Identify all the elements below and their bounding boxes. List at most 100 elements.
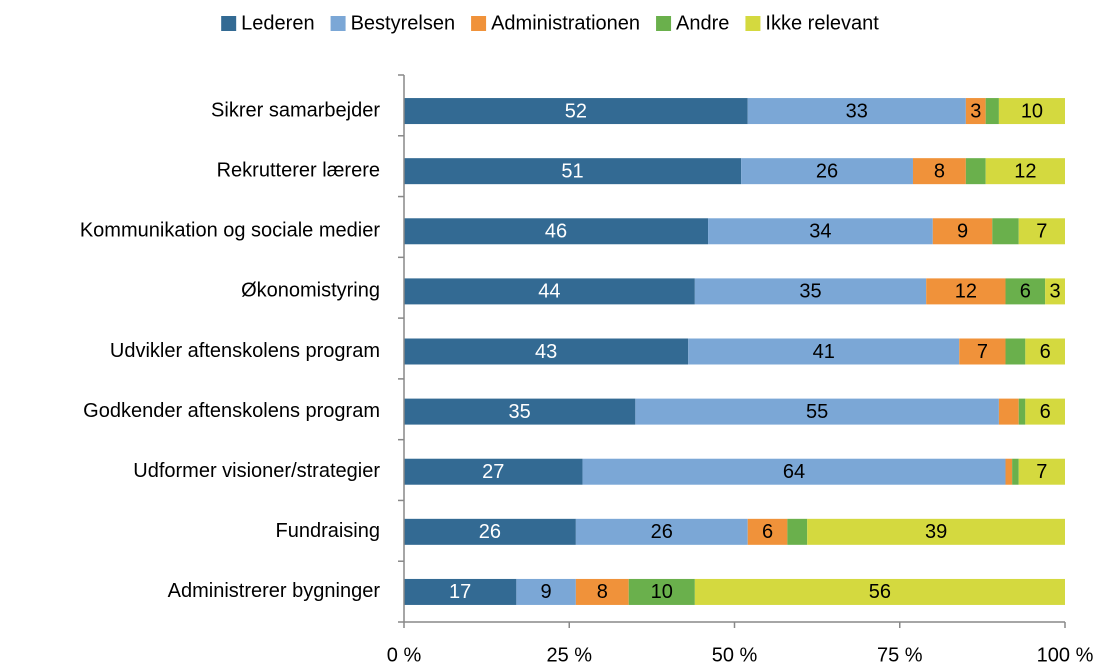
legend-swatch [330,16,346,31]
bar-segment [959,338,1006,365]
bar-segment [985,98,999,125]
bar-segment [926,278,1006,305]
bar-segment [516,578,576,605]
data-label: 52 [565,100,587,122]
data-label: 7 [977,341,988,363]
data-label: 27 [482,461,504,483]
bar-segment [404,278,695,305]
data-label: 44 [538,281,560,303]
data-label: 43 [535,341,557,363]
legend-label: Ikke relevant [765,12,879,34]
bar-segment [747,98,966,125]
legend-swatch [471,16,487,31]
data-label: 6 [1040,401,1051,423]
x-tick-label: 100 % [1037,644,1094,666]
bar-segment [708,218,933,245]
bar-segment [582,458,1006,485]
bar-segment [1025,398,1065,425]
data-label: 8 [597,581,608,603]
bar-segment [694,578,1065,605]
data-label: 39 [925,521,947,543]
bar-segment [404,518,576,545]
category-label: Godkender aftenskolens program [83,400,380,422]
bar-segment [1018,458,1065,485]
data-label: 7 [1036,221,1047,243]
data-label: 3 [1050,281,1061,303]
bar-segment [404,398,636,425]
category-label: Udvikler aftenskolens program [110,340,380,362]
bar-segment [635,398,999,425]
data-label: 12 [955,281,977,303]
bar-segment [992,218,1019,245]
category-label: Rekrutterer lærere [217,159,380,181]
x-tick-label: 0 % [387,644,422,666]
bar-segment [787,518,808,545]
bar-segment [1018,218,1065,245]
bar-segment [1025,338,1065,365]
data-label: 12 [1014,160,1036,182]
data-label: 41 [813,341,835,363]
bar-segment [747,518,788,545]
bar-segment [985,158,1065,185]
category-label: Administrerer bygninger [168,580,381,602]
data-label: 9 [957,221,968,243]
data-label: 33 [846,100,868,122]
category-label: Kommunikation og sociale medier [80,220,380,242]
bar-segment [694,278,927,305]
legend-label: Bestyrelsen [351,12,456,34]
legend-swatch [656,16,672,31]
category-label: Økonomistyring [241,280,380,302]
data-label: 3 [970,100,981,122]
bar-segment [998,398,1019,425]
bar-segment [932,218,993,245]
bar-segment [1045,278,1065,305]
data-label: 26 [816,160,838,182]
data-label: 51 [561,160,583,182]
bar-segment [628,578,695,605]
legend-swatch [221,16,237,31]
bar-segment [404,98,748,125]
legend-label: Andre [676,12,729,34]
bar-segment [1005,278,1046,305]
data-label: 6 [762,521,773,543]
data-label: 56 [869,581,891,603]
data-label: 55 [806,401,828,423]
bar-segment [404,218,709,245]
legend-label: Administrationen [491,12,640,34]
bar-segment [1005,338,1026,365]
category-label: Udformer visioner/strategier [133,460,380,482]
bar-segment [404,578,517,605]
data-label: 26 [479,521,501,543]
bar-segment [404,158,742,185]
bar-segment [404,338,689,365]
bar-segment [912,158,966,185]
bar-segment [1005,458,1013,485]
data-label: 10 [1021,100,1043,122]
bar-segment [998,98,1065,125]
data-label: 35 [509,401,531,423]
legend-label: Lederen [241,12,314,34]
bar-segment [575,518,748,545]
data-label: 6 [1020,281,1031,303]
bar-segment [1018,398,1026,425]
data-label: 34 [809,221,831,243]
bar-segment [965,158,986,185]
data-label: 46 [545,221,567,243]
data-label: 8 [934,160,945,182]
legend-swatch [745,16,761,31]
data-label: 7 [1036,461,1047,483]
category-label: Sikrer samarbejder [211,99,380,121]
data-label: 9 [541,581,552,603]
bar-segment [575,578,629,605]
data-label: 64 [783,461,805,483]
bar-segment [807,518,1065,545]
data-label: 10 [651,581,673,603]
data-label: 35 [799,281,821,303]
x-tick-label: 50 % [712,644,758,666]
bar-segment [1012,458,1019,485]
bar-segment [688,338,960,365]
bar-segment [404,458,583,485]
x-tick-label: 25 % [546,644,592,666]
x-tick-label: 75 % [877,644,923,666]
